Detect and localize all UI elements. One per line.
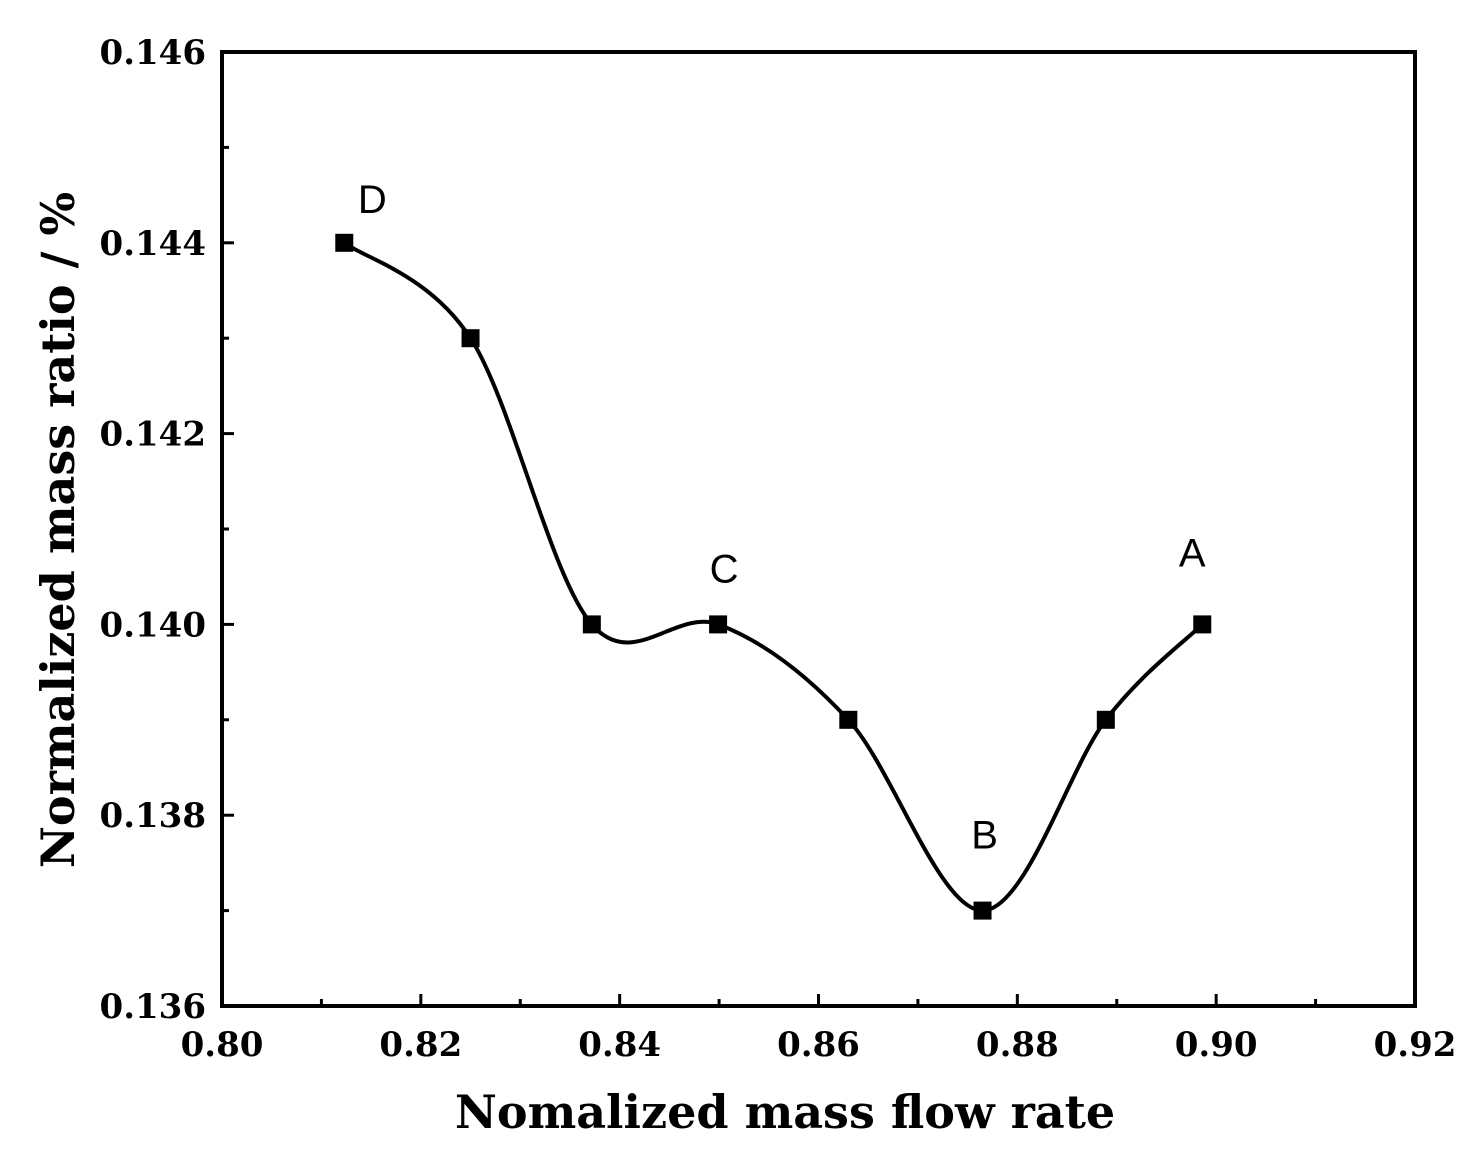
- data-point-marker: [1193, 615, 1212, 634]
- data-point-marker: [839, 710, 858, 729]
- y-tick-label: 0.146: [100, 33, 206, 73]
- x-tick-label: 0.82: [379, 1025, 462, 1065]
- point-label-d: D: [358, 178, 387, 222]
- data-point-marker: [582, 615, 601, 634]
- series-line: [343, 241, 1204, 913]
- point-label-a: A: [1179, 531, 1206, 575]
- labels-layer: D C B A: [358, 178, 1206, 858]
- data-point-marker: [709, 615, 728, 634]
- point-label-c: C: [710, 547, 739, 591]
- data-point-marker: [1096, 710, 1115, 729]
- curve-layer: [343, 241, 1204, 913]
- y-tick-label: 0.144: [100, 224, 206, 264]
- y-tick-label: 0.142: [100, 415, 206, 455]
- x-axis-title: Nomalized mass flow rate: [455, 1085, 1115, 1139]
- x-tick-label: 0.90: [1175, 1025, 1258, 1065]
- point-label-b: B: [971, 814, 998, 858]
- y-tick-label: 0.140: [100, 605, 206, 645]
- x-tick-label: 0.80: [181, 1025, 264, 1065]
- x-tick-label: 0.86: [777, 1025, 860, 1065]
- y-tick-label: 0.138: [100, 796, 206, 836]
- x-tick-label: 0.88: [976, 1025, 1059, 1065]
- data-point-marker: [461, 329, 480, 348]
- x-tick-label: 0.92: [1374, 1025, 1457, 1065]
- data-point-marker: [973, 901, 992, 920]
- y-axis-title: Normalized mass ratio / %: [31, 192, 85, 868]
- ticks-layer: 0.80 0.82 0.84 0.86 0.88 0.90 0.92 0.136 0.138 0.…: [100, 33, 1457, 1065]
- markers-layer: [335, 233, 1212, 920]
- data-point-marker: [335, 233, 354, 252]
- y-tick-label: 0.136: [100, 987, 206, 1027]
- x-tick-label: 0.84: [578, 1025, 661, 1065]
